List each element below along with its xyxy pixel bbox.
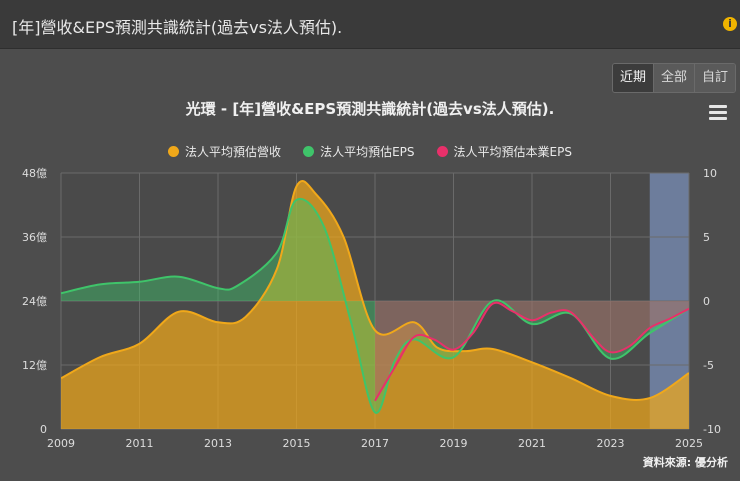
y-left-tick-label: 48億	[22, 167, 47, 180]
area-core-eps	[375, 301, 689, 401]
area-revenue	[61, 180, 689, 429]
x-tick-label: 2025	[675, 437, 703, 450]
x-tick-label: 2019	[440, 437, 468, 450]
chart-title: 光環 - [年]營收&EPS預測共識統計(過去vs法人預估).	[185, 100, 555, 118]
x-tick-label: 2021	[518, 437, 546, 450]
legend-label-core-eps: 法人平均預估本業EPS	[453, 145, 572, 159]
area-eps	[61, 198, 689, 413]
info-icon[interactable]: i	[723, 17, 737, 31]
page-title: [年]營收&EPS預測共識統計(過去vs法人預估).	[12, 18, 343, 37]
line-revenue	[61, 180, 689, 401]
legend-item-revenue[interactable]: 法人平均預估營收	[168, 143, 281, 160]
x-tick-label: 2015	[283, 437, 311, 450]
legend-dot-eps	[303, 146, 315, 157]
y-right-tick-label: -10	[703, 423, 721, 436]
x-tick-label: 2013	[204, 437, 232, 450]
y-left-tick-label: 24億	[22, 295, 47, 308]
data-source: 資料來源: 優分析	[642, 456, 728, 469]
legend-label-eps: 法人平均預估EPS	[320, 145, 415, 159]
x-tick-label: 2009	[47, 437, 75, 450]
x-tick-label: 2023	[597, 437, 625, 450]
legend-label-revenue: 法人平均預估營收	[185, 145, 282, 159]
y-left-tick-label: 0	[40, 423, 47, 436]
y-right-tick-label: 0	[703, 295, 710, 308]
y-right-tick-label: -5	[703, 359, 714, 372]
range-tabs: 近期 全部 自訂	[612, 63, 737, 93]
hamburger-menu-icon[interactable]	[706, 101, 730, 123]
legend-item-eps[interactable]: 法人平均預估EPS	[303, 143, 415, 160]
chart-legend: 法人平均預估營收 法人平均預估EPS 法人平均預估本業EPS	[0, 143, 740, 160]
y-left-tick-label: 12億	[22, 359, 47, 372]
series-group	[61, 180, 689, 429]
y-right-tick-label: 5	[703, 231, 710, 244]
line-eps	[61, 197, 689, 414]
x-tick-label: 2017	[361, 437, 389, 450]
y-right-tick-label: 10	[703, 167, 717, 180]
legend-dot-revenue	[168, 146, 180, 157]
line-core-eps	[374, 301, 689, 402]
tab-all[interactable]: 全部	[653, 64, 695, 92]
legend-item-core-eps[interactable]: 法人平均預估本業EPS	[436, 143, 572, 160]
x-tick-label: 2011	[126, 437, 154, 450]
top-bar: [年]營收&EPS預測共識統計(過去vs法人預估). i	[0, 0, 740, 49]
tab-custom[interactable]: 自訂	[694, 64, 736, 92]
legend-dot-core-eps	[436, 146, 448, 157]
y-left-tick-label: 36億	[22, 231, 47, 244]
tab-recent[interactable]: 近期	[613, 64, 654, 92]
